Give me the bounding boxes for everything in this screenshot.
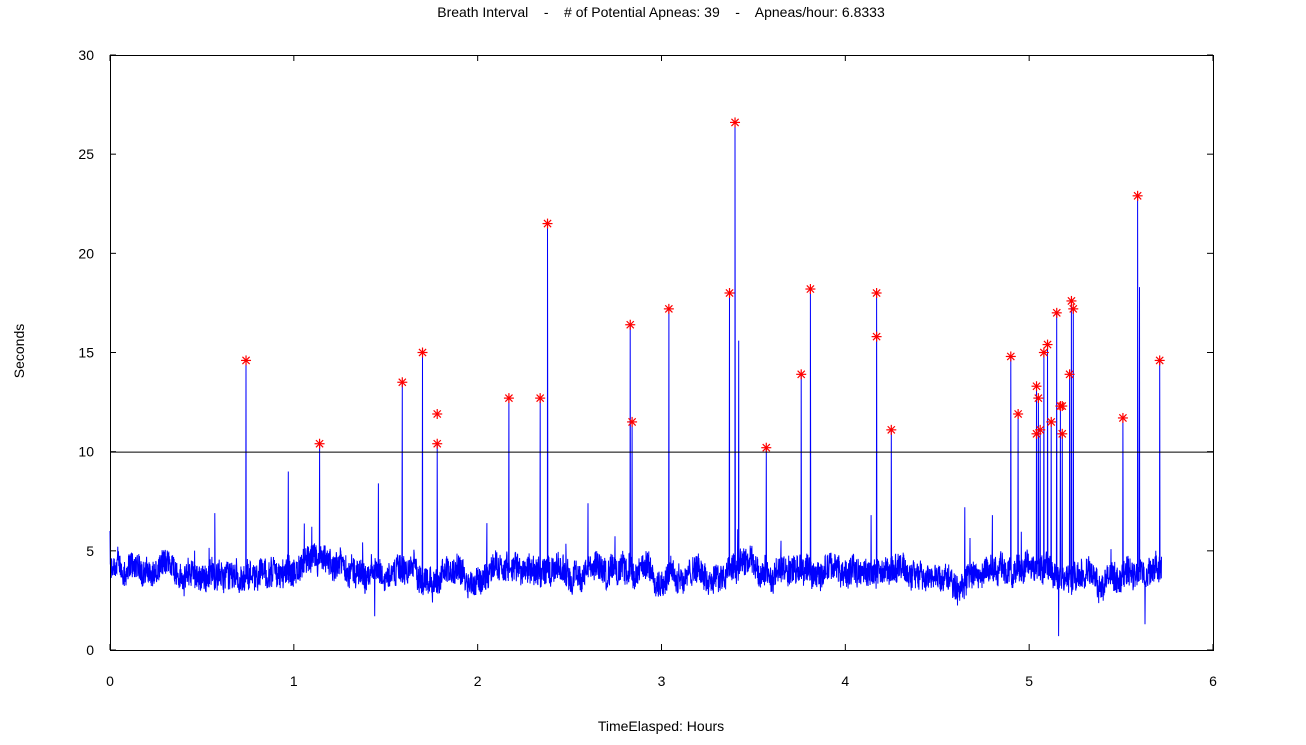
apnea-marker — [761, 442, 772, 453]
apnea-marker — [432, 438, 443, 449]
y-tick-label: 5 — [86, 543, 94, 559]
apnea-marker — [1042, 339, 1053, 350]
apnea-marker — [805, 284, 816, 295]
apnea-marker — [314, 438, 325, 449]
apnea-marker — [535, 393, 546, 404]
apnea-marker — [1051, 307, 1062, 318]
apnea-marker — [397, 377, 408, 388]
apnea-marker — [730, 117, 741, 128]
breath-interval-trace — [109, 122, 1162, 637]
x-axis-label: TimeElasped: Hours — [598, 718, 724, 734]
apnea-marker — [1057, 428, 1068, 439]
apnea-marker — [871, 288, 882, 298]
y-tick-label: 0 — [86, 642, 94, 658]
apnea-marker — [625, 319, 636, 330]
apnea-marker — [1066, 295, 1077, 306]
x-tick-label: 5 — [1025, 673, 1033, 689]
apnea-marker — [417, 347, 428, 358]
apnea-marker — [627, 416, 638, 427]
apnea-marker — [1013, 408, 1024, 419]
apnea-marker — [432, 408, 443, 419]
x-tick-label: 3 — [658, 673, 666, 689]
x-tick-label: 4 — [841, 673, 849, 689]
trace-line — [109, 122, 1162, 637]
apnea-marker — [886, 424, 897, 435]
y-tick-label: 10 — [78, 444, 94, 460]
apnea-marker — [1033, 393, 1044, 404]
apnea-marker — [1117, 412, 1128, 423]
apnea-marker — [1068, 303, 1079, 314]
apnea-marker — [796, 369, 807, 380]
x-tick-label: 1 — [290, 673, 298, 689]
x-tick-label: 2 — [474, 673, 482, 689]
x-axis: 0 1 2 3 4 5 6 — [106, 55, 1217, 689]
apnea-marker — [1031, 381, 1042, 392]
apnea-marker — [663, 303, 674, 314]
apnea-marker — [503, 393, 514, 404]
apnea-marker — [1132, 190, 1143, 201]
apnea-marker — [1064, 369, 1075, 380]
y-tick-label: 20 — [78, 245, 94, 261]
apnea-marker — [1154, 355, 1165, 366]
apnea-marker — [1005, 351, 1016, 362]
y-tick-label: 30 — [78, 47, 94, 63]
y-axis-label: Seconds — [11, 324, 27, 378]
x-tick-label: 0 — [106, 673, 114, 689]
apnea-marker — [1057, 401, 1068, 412]
apnea-marker — [241, 355, 252, 366]
apnea-marker — [724, 288, 735, 298]
apnea-markers — [241, 117, 1165, 453]
chart-title: Breath Interval - # of Potential Apneas:… — [437, 4, 885, 20]
y-axis: 0 5 10 15 20 25 30 — [78, 47, 1213, 658]
apnea-marker — [871, 331, 882, 342]
apnea-marker — [542, 218, 553, 229]
x-tick-label: 6 — [1209, 673, 1217, 689]
y-tick-label: 25 — [78, 146, 94, 162]
apnea-marker — [1038, 347, 1049, 358]
apnea-marker — [1035, 424, 1046, 435]
apnea-marker — [1046, 416, 1057, 427]
y-tick-label: 15 — [78, 345, 94, 361]
